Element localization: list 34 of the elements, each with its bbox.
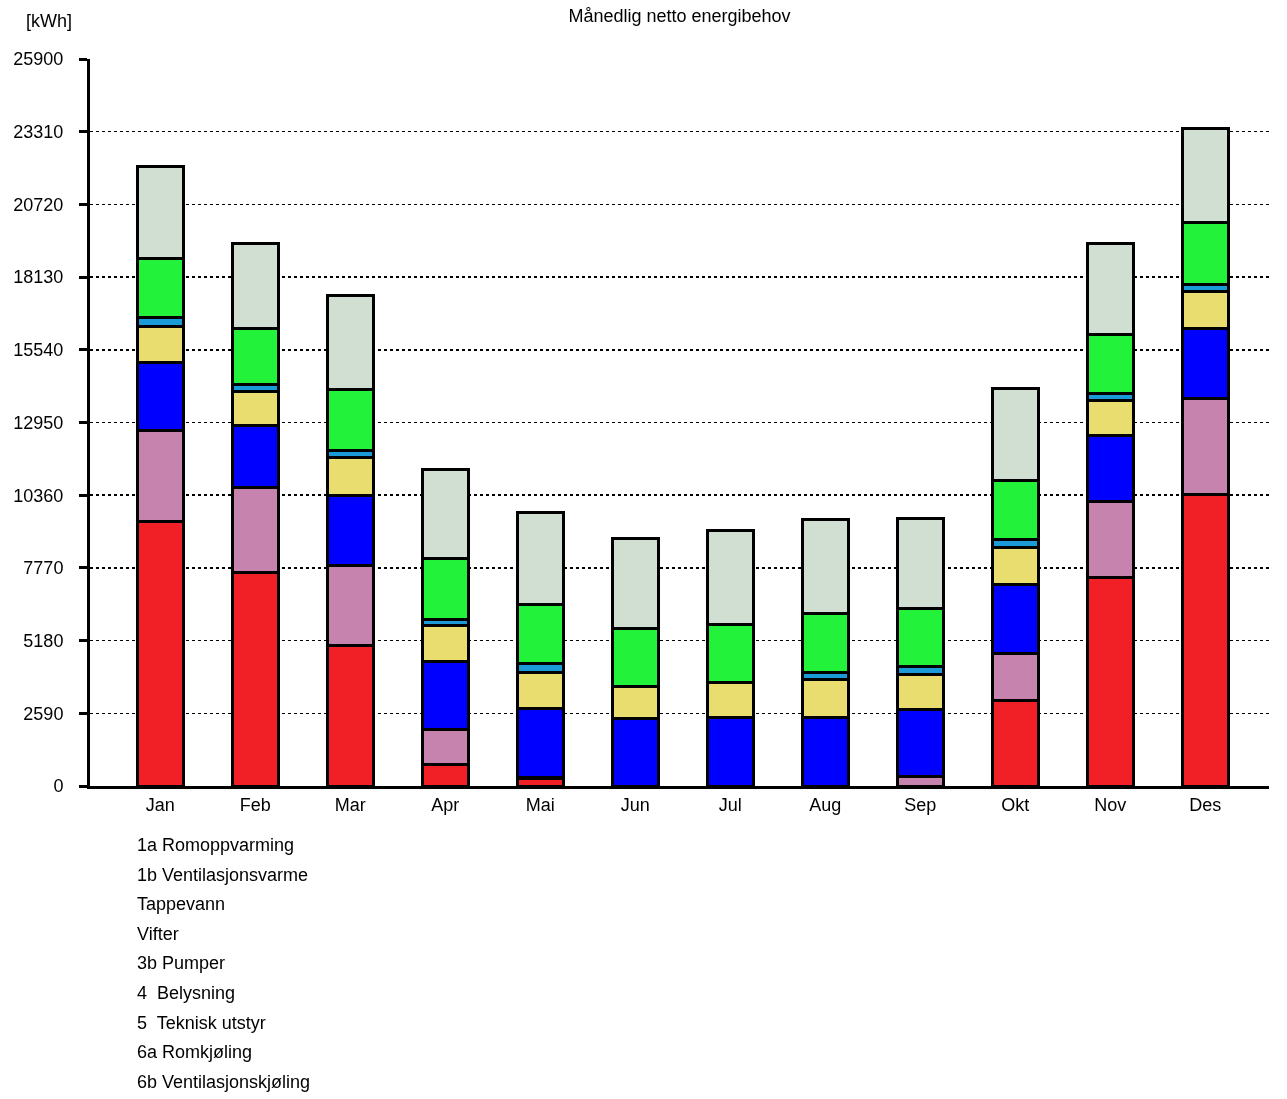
x-tick-label: Aug (809, 794, 842, 815)
text: 6b Ventilasjonskjøling (137, 1072, 311, 1092)
text: Tappevann (137, 894, 226, 914)
y-tick-label: 2590 (23, 703, 64, 724)
x-tick-label: Mai (525, 794, 555, 815)
text: 4 Belysning (137, 983, 236, 1003)
y-tick-label: 25900 (13, 49, 64, 70)
y-tick-label: 0 (53, 776, 64, 797)
x-tick-label: Apr (431, 794, 460, 815)
text: 6a Romkjøling (137, 1042, 253, 1062)
chart-title: Månedlig netto energibehov (568, 6, 791, 27)
text: 1a Romoppvarming (137, 835, 295, 855)
y-tick-label: 20720 (13, 194, 64, 215)
x-tick-label: Okt (1001, 794, 1030, 815)
x-tick-label: Mar (334, 794, 366, 815)
text: 5 Teknisk utstyr (137, 1013, 266, 1033)
y-axis-title: [kWh] (26, 11, 73, 31)
text: 1b Ventilasjonsvarme (137, 865, 309, 885)
x-tick-label: Feb (239, 794, 271, 815)
y-tick-label: 23310 (13, 122, 64, 142)
y-tick-label: 18130 (13, 267, 64, 288)
y-tick-label: 12950 (13, 412, 64, 433)
y-tick-label: 7770 (23, 558, 64, 579)
text: Vifter (137, 924, 179, 944)
y-tick-label: 10360 (13, 485, 64, 506)
x-tick-label: Jan (145, 794, 175, 815)
text: 3b Pumper (137, 953, 226, 973)
y-tick-label: 5180 (23, 630, 64, 651)
y-tick-label: 15540 (13, 340, 64, 361)
x-tick-label: Des (1189, 794, 1222, 815)
x-tick-label: Nov (1094, 794, 1127, 815)
x-tick-label: Sep (904, 794, 937, 815)
x-tick-label: Jul (718, 794, 742, 815)
x-tick-label: Jun (620, 794, 650, 815)
